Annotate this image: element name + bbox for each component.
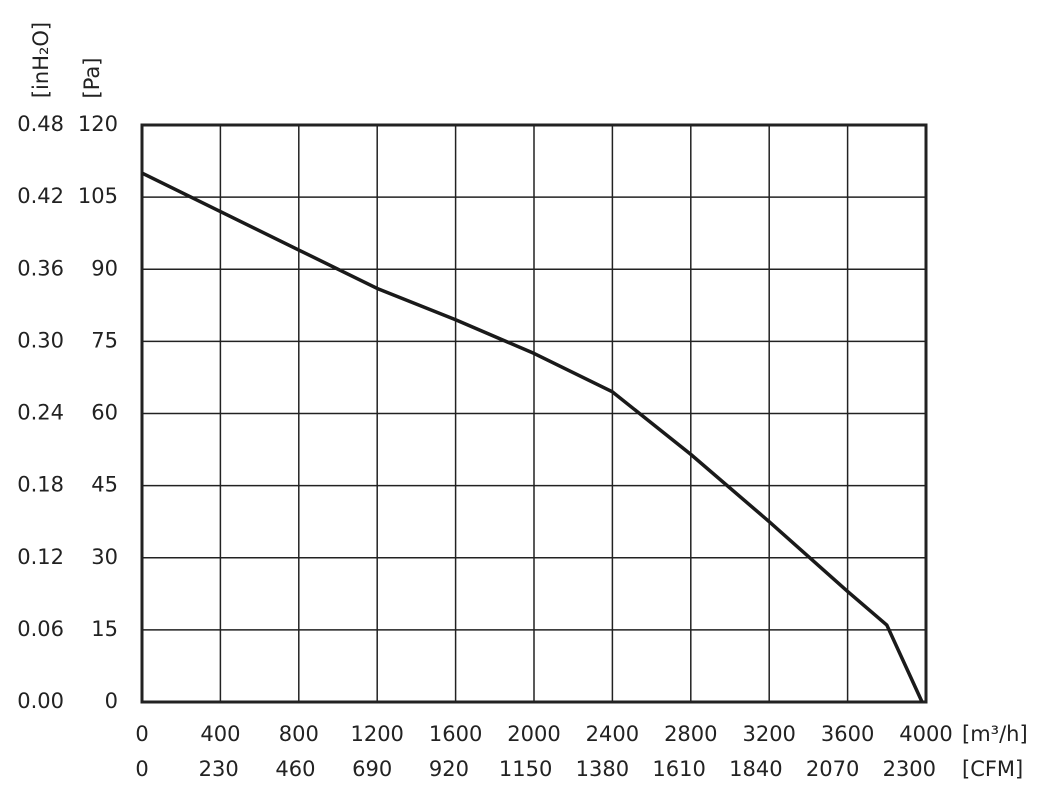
x-tick-label: 2400 xyxy=(586,722,639,746)
x-tick-label: 800 xyxy=(279,722,319,746)
y2-tick-label: 0.42 xyxy=(17,184,64,208)
y-tick-label: 120 xyxy=(78,112,118,136)
y-axis-label: [Pa] xyxy=(80,58,104,99)
x2-axis-label: [CFM] xyxy=(962,757,1023,781)
y2-tick-label: 0.12 xyxy=(17,545,64,569)
x-tick-label: 3600 xyxy=(821,722,874,746)
y2-tick-label: 0.36 xyxy=(17,256,64,280)
y-tick-label: 60 xyxy=(91,401,118,425)
y-tick-label: 45 xyxy=(91,473,118,497)
y2-tick-label: 0.30 xyxy=(17,328,64,352)
y2-axis-label: [inH₂O] xyxy=(29,22,53,98)
curve xyxy=(141,171,924,703)
x-tick-label: 1200 xyxy=(350,722,403,746)
x2-tick-label: 1840 xyxy=(729,757,782,781)
y2-tick-label: 0.24 xyxy=(17,401,64,425)
x2-tick-label: 1610 xyxy=(652,757,705,781)
y-tick-label: 30 xyxy=(91,545,118,569)
x2-tick-label: 460 xyxy=(275,757,315,781)
y2-tick-label: 0.48 xyxy=(17,112,64,136)
x2-tick-label: 2070 xyxy=(806,757,859,781)
y-tick-label: 15 xyxy=(91,617,118,641)
y-tick-label: 90 xyxy=(91,256,118,280)
x-tick-label: 2000 xyxy=(507,722,560,746)
x2-tick-label: 920 xyxy=(429,757,469,781)
x-tick-label: 2800 xyxy=(664,722,717,746)
x2-tick-label: 2300 xyxy=(883,757,936,781)
x2-tick-label: 0 xyxy=(135,757,148,781)
y-tick-label: 0 xyxy=(105,689,118,713)
y2-tick-label: 0.06 xyxy=(17,617,64,641)
plot-frame xyxy=(140,123,928,704)
x2-tick-label: 1380 xyxy=(576,757,629,781)
y2-tick-label: 0.00 xyxy=(17,689,64,713)
y-tick-label: 105 xyxy=(78,184,118,208)
x2-tick-label: 230 xyxy=(199,757,239,781)
x-tick-label: 400 xyxy=(200,722,240,746)
x-tick-label: 1600 xyxy=(429,722,482,746)
y-tick-label: 75 xyxy=(91,328,118,352)
x-tick-label: 0 xyxy=(135,722,148,746)
x2-tick-label: 1150 xyxy=(499,757,552,781)
x-tick-label: 3200 xyxy=(742,722,795,746)
x2-tick-label: 690 xyxy=(352,757,392,781)
y2-tick-label: 0.18 xyxy=(17,473,64,497)
x-axis-label: [m³/h] xyxy=(962,722,1028,746)
x-tick-label: 4000 xyxy=(899,722,952,746)
